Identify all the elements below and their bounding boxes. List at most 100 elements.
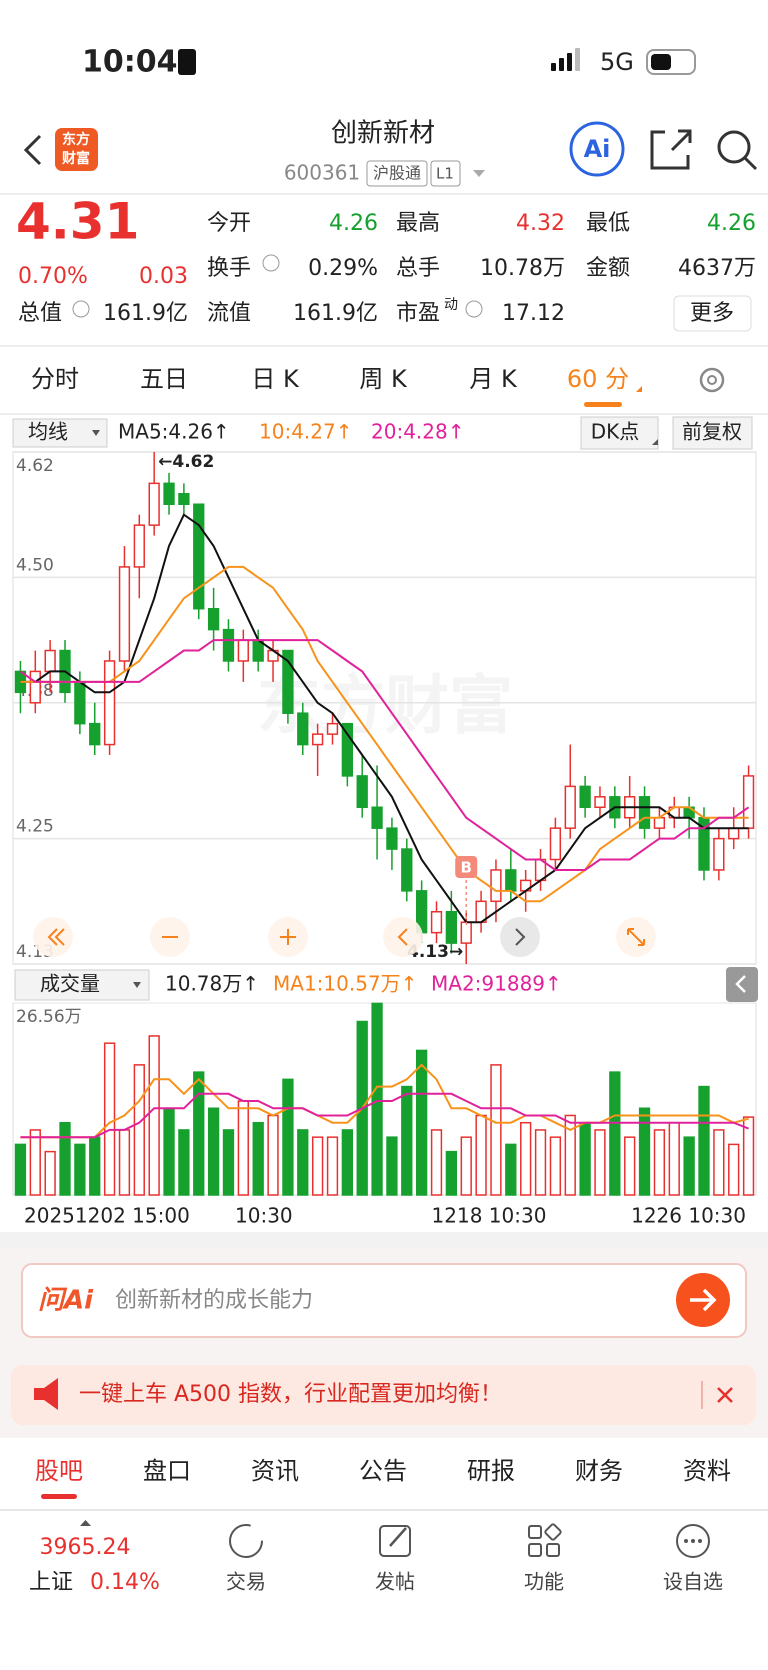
volume-bar bbox=[668, 1121, 680, 1196]
period-tab[interactable]: 月 K bbox=[469, 365, 518, 393]
volume-select[interactable] bbox=[14, 969, 150, 1001]
ask-ai-logo: 问Ai bbox=[38, 1286, 94, 1316]
trade-icon[interactable] bbox=[229, 1524, 263, 1558]
nav-label[interactable]: 设自选 bbox=[663, 1570, 723, 1594]
legend-ma20: 20:4.28↑ bbox=[371, 420, 464, 444]
section-tab[interactable]: 公告 bbox=[359, 1457, 407, 1485]
watermark: 东方财富 bbox=[257, 670, 513, 744]
scroll-left-button[interactable] bbox=[33, 917, 73, 957]
icon bbox=[280, 929, 296, 945]
volume-label: 成交量 bbox=[40, 972, 100, 996]
select-arrow bbox=[133, 982, 141, 988]
info-icon[interactable] bbox=[465, 300, 483, 318]
search-handle bbox=[743, 156, 758, 171]
ask-ai-box[interactable] bbox=[21, 1263, 747, 1338]
stock-code: 600361 bbox=[284, 161, 360, 185]
adjust-button[interactable] bbox=[672, 416, 753, 450]
volume-bar bbox=[178, 1129, 190, 1196]
field-label: 流值 bbox=[207, 301, 251, 326]
candle-body bbox=[594, 796, 606, 809]
ai-button[interactable] bbox=[569, 121, 625, 177]
section-tab[interactable]: 研报 bbox=[467, 1457, 515, 1485]
banner-close[interactable] bbox=[717, 1387, 733, 1403]
logo-text: 东方 bbox=[62, 131, 90, 148]
section-tab[interactable]: 资料 bbox=[683, 1457, 731, 1485]
nav-label[interactable]: 交易 bbox=[226, 1570, 266, 1594]
candle-body bbox=[148, 482, 160, 526]
candle-body bbox=[653, 816, 666, 829]
banner[interactable] bbox=[11, 1365, 756, 1425]
icon bbox=[627, 928, 645, 946]
settings-button[interactable] bbox=[699, 367, 725, 393]
volume-bar bbox=[118, 1129, 131, 1196]
section-tab[interactable]: 资讯 bbox=[251, 1457, 299, 1485]
field-value: 17.12 bbox=[502, 301, 565, 326]
stock-name: 创新新材 bbox=[331, 119, 435, 149]
more-button[interactable] bbox=[673, 295, 752, 332]
candle-body bbox=[579, 785, 591, 809]
level: L1 bbox=[436, 165, 454, 183]
volume-bar bbox=[490, 1064, 502, 1196]
dropdown-arrow[interactable] bbox=[473, 170, 485, 177]
field-value: 4637万 bbox=[678, 256, 756, 281]
field-value: 161.9亿 bbox=[103, 301, 188, 326]
info-icon[interactable] bbox=[262, 254, 280, 272]
icon bbox=[389, 1527, 407, 1547]
section-tab[interactable]: 盘口 bbox=[143, 1457, 191, 1485]
share-button[interactable] bbox=[650, 129, 692, 170]
candle-body bbox=[460, 921, 472, 944]
volume-bar bbox=[311, 1136, 324, 1196]
volume-bar bbox=[103, 1042, 116, 1196]
field-value: 0.29% bbox=[308, 256, 378, 281]
price-plot: 4.624.504.384.254.13←4.624.13→B bbox=[13, 451, 756, 965]
nav-label[interactable]: 发帖 bbox=[375, 1570, 415, 1594]
volume-bar bbox=[579, 1121, 591, 1196]
ma-line bbox=[20, 1063, 749, 1139]
side-panel-tab[interactable] bbox=[726, 967, 758, 1002]
indicator-select[interactable] bbox=[12, 418, 108, 448]
back-button[interactable] bbox=[23, 134, 42, 166]
field-sup: 动 bbox=[444, 297, 458, 313]
search-button[interactable] bbox=[717, 130, 751, 164]
ma-line bbox=[20, 1092, 749, 1139]
period-tab[interactable]: 五日 bbox=[140, 365, 188, 393]
field-label: 最高 bbox=[396, 211, 440, 236]
next-button[interactable] bbox=[500, 917, 540, 957]
info-icon[interactable] bbox=[72, 300, 90, 318]
candle-body bbox=[89, 722, 101, 746]
x-label: 1218 10:30 bbox=[432, 1204, 547, 1228]
watchlist-icon[interactable] bbox=[676, 1524, 710, 1558]
period-tab[interactable]: 周 K bbox=[359, 365, 408, 393]
dk-button[interactable] bbox=[580, 416, 659, 450]
volume-bar bbox=[401, 1085, 413, 1196]
volume-bar bbox=[44, 1150, 56, 1196]
function-icon[interactable] bbox=[528, 1523, 562, 1557]
nav-label[interactable]: 功能 bbox=[524, 1570, 564, 1594]
volume-legend: 10.78万↑ bbox=[165, 972, 259, 996]
index-change: 0.14% bbox=[90, 1570, 160, 1595]
tag: 沪股通 bbox=[373, 164, 421, 183]
ask-ai-placeholder: 创新新材的成长能力 bbox=[115, 1288, 313, 1313]
period-tab[interactable]: 分时 bbox=[31, 365, 79, 393]
candle-body bbox=[549, 827, 562, 861]
volume-bar bbox=[430, 1129, 443, 1196]
period-tab[interactable]: 日 K bbox=[251, 365, 300, 393]
icon bbox=[515, 928, 526, 946]
volume-bar bbox=[14, 1143, 27, 1196]
candle-body bbox=[74, 681, 86, 725]
prev-button[interactable] bbox=[383, 917, 423, 957]
candle-body bbox=[178, 493, 190, 505]
y-tick-label: 26.56万 bbox=[16, 1007, 82, 1027]
period-tab-active[interactable]: 60 分 bbox=[567, 365, 629, 393]
volume-bar bbox=[549, 1136, 562, 1196]
signal-icon bbox=[551, 48, 580, 71]
post-icon[interactable] bbox=[379, 1525, 411, 1557]
section-tab-active[interactable]: 股吧 bbox=[35, 1457, 83, 1485]
app-logo bbox=[55, 128, 98, 171]
volume-bar bbox=[252, 1121, 264, 1196]
candle-body bbox=[193, 503, 205, 610]
index-expand[interactable] bbox=[80, 1520, 91, 1526]
section-tab[interactable]: 财务 bbox=[575, 1457, 623, 1485]
icon bbox=[47, 928, 65, 946]
